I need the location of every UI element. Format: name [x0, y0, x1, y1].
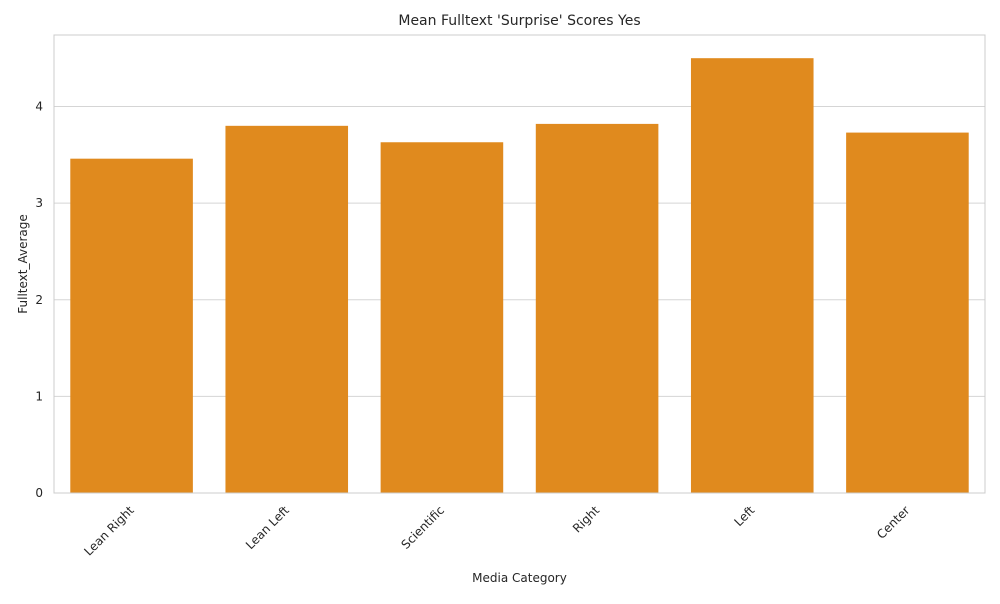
x-tick-label: Right: [570, 503, 602, 535]
bar-scientific: [380, 142, 504, 493]
x-tick-label: Lean Left: [243, 503, 292, 552]
bar-lean-left: [225, 125, 349, 494]
plot-frame: [53, 34, 986, 494]
y-tick-label: 0: [35, 486, 43, 500]
x-tick-label: Scientific: [398, 503, 447, 552]
x-tick-label: Left: [732, 503, 758, 529]
chart-title: Mean Fulltext 'Surprise' Scores Yes: [398, 13, 640, 29]
x-tick-labels: Lean Right Lean Left Scientific Right Left Ce…: [81, 503, 912, 559]
x-tick-label: Center: [874, 503, 913, 542]
y-tick-label: 2: [35, 293, 43, 307]
y-tick-label: 1: [35, 389, 43, 403]
bar-center: [846, 132, 969, 494]
y-tick-label: 3: [35, 196, 43, 210]
bar-lean-right: [70, 158, 193, 493]
y-axis-label: Fulltext_Average: [16, 214, 30, 313]
bar-right: [535, 123, 659, 493]
bar-left: [690, 58, 814, 493]
y-tick-label: 4: [35, 100, 43, 114]
x-tick-label: Lean Right: [81, 503, 137, 559]
x-axis-label: Media Category: [472, 571, 567, 585]
y-tick-labels: 0 1 2 3 4: [35, 100, 43, 500]
bars: [70, 58, 969, 494]
gridlines: [54, 106, 985, 494]
